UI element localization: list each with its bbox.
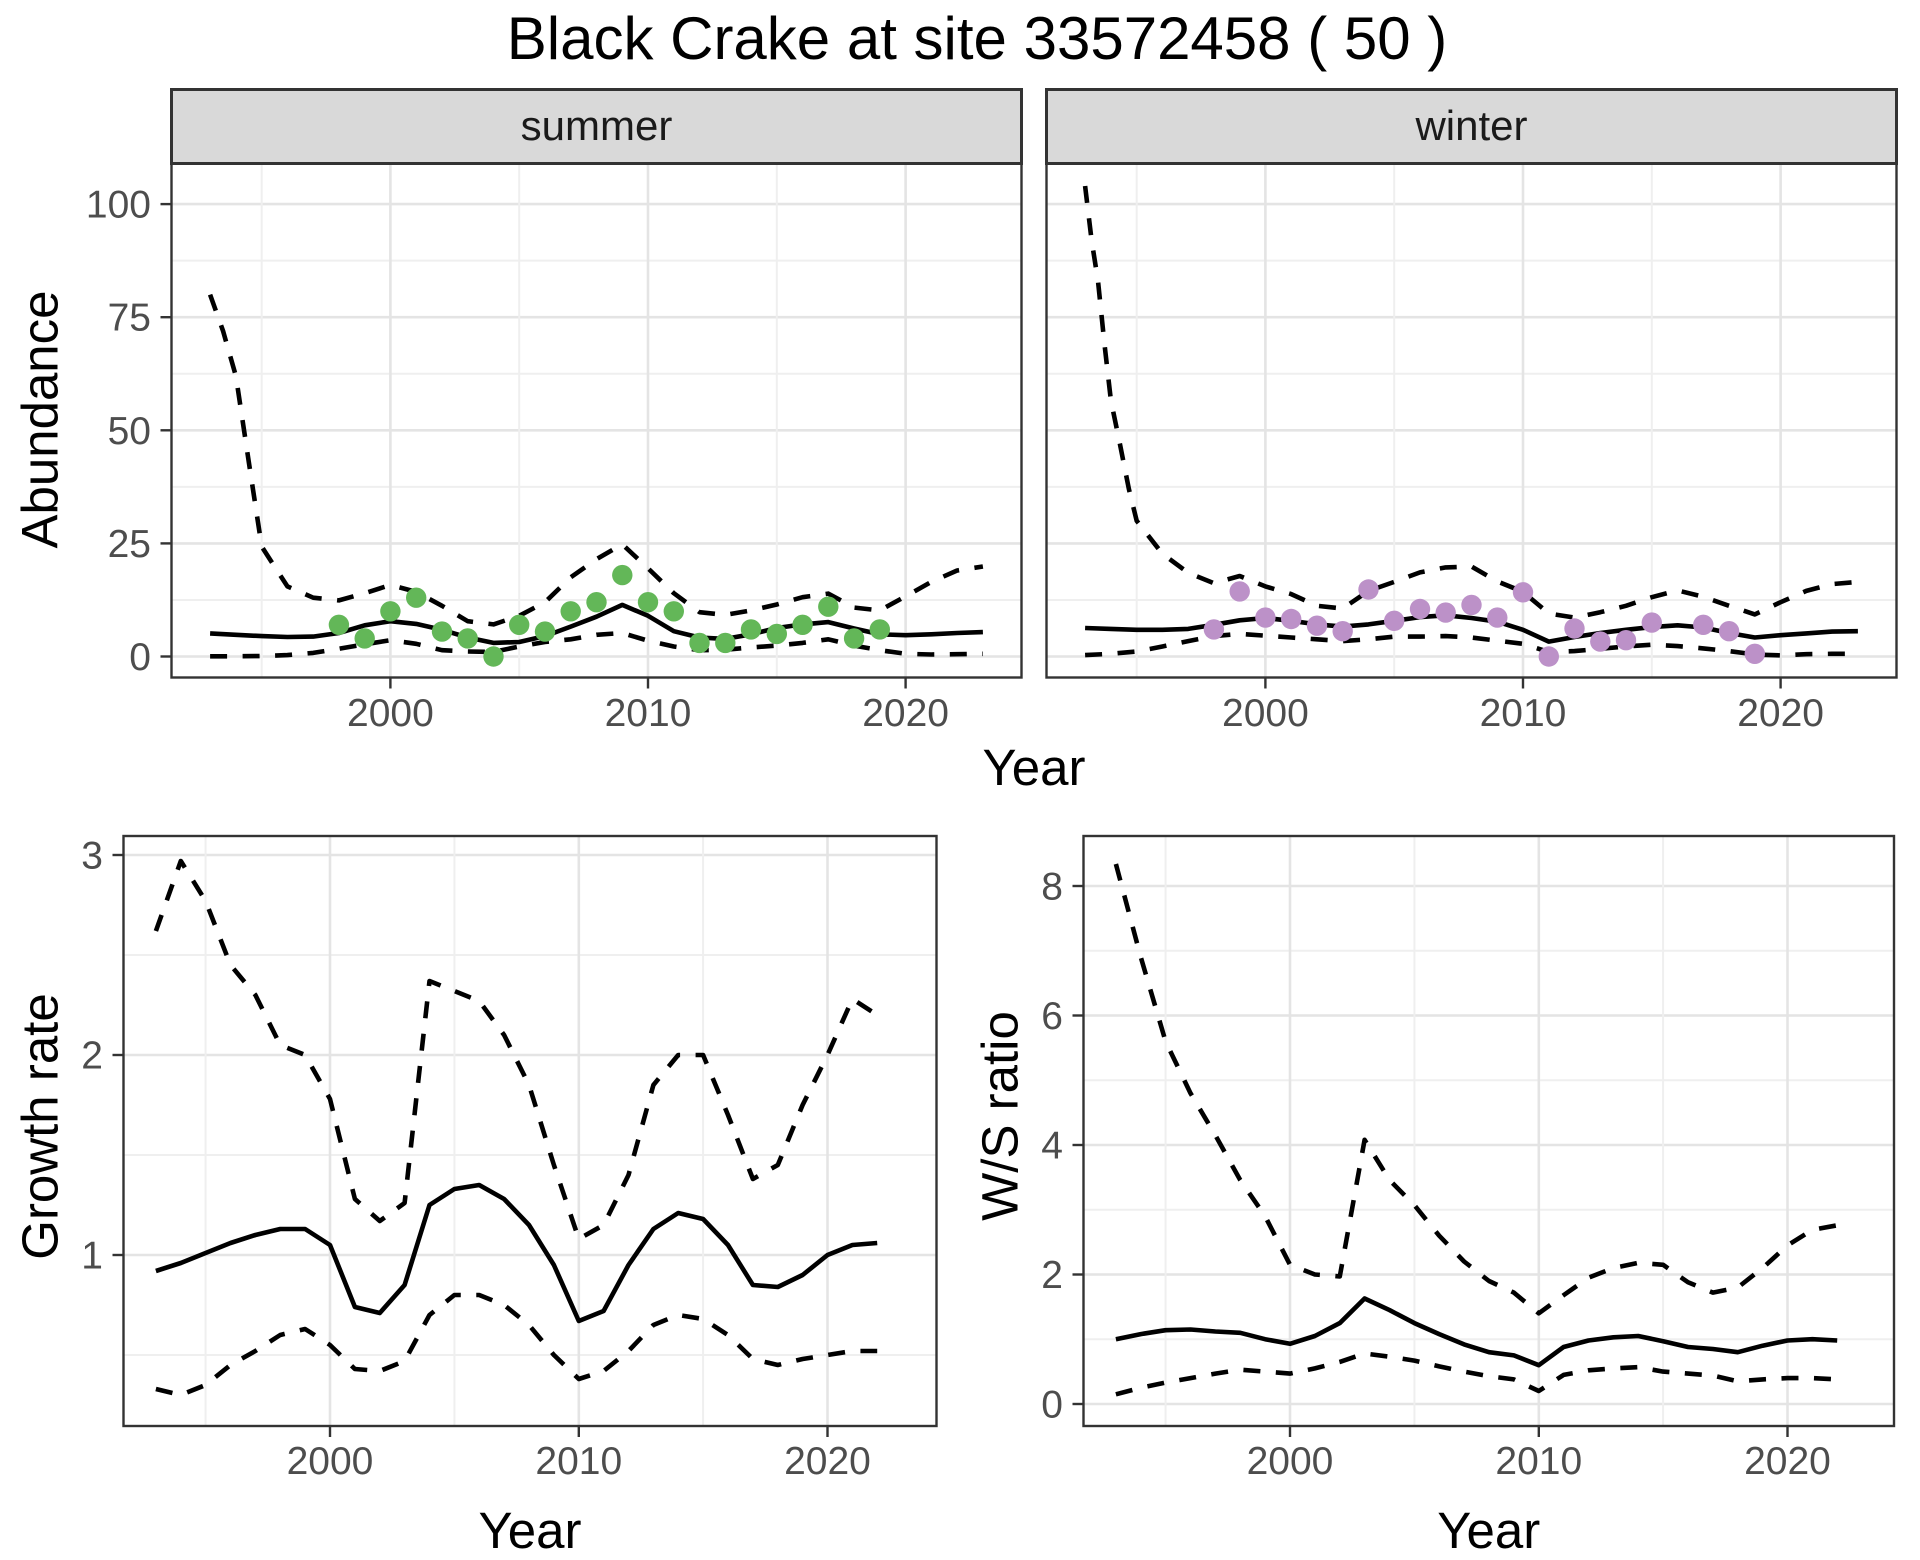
svg-text:8: 8: [1041, 866, 1063, 909]
svg-text:2: 2: [81, 1035, 103, 1078]
svg-text:winter: winter: [1414, 102, 1527, 149]
svg-text:25: 25: [108, 523, 151, 566]
svg-text:2020: 2020: [1744, 1440, 1831, 1483]
svg-text:4: 4: [1041, 1125, 1063, 1168]
svg-text:Black Crake at site 33572458 (: Black Crake at site 33572458 ( 50 ): [507, 5, 1448, 72]
svg-text:2000: 2000: [287, 1440, 374, 1483]
svg-text:3: 3: [81, 835, 103, 878]
svg-text:summer: summer: [521, 102, 673, 149]
svg-text:6: 6: [1041, 995, 1063, 1038]
svg-text:2000: 2000: [1222, 692, 1309, 735]
svg-text:Year: Year: [982, 739, 1085, 796]
svg-text:2020: 2020: [1737, 692, 1824, 735]
svg-text:2000: 2000: [1247, 1440, 1334, 1483]
svg-text:2000: 2000: [347, 692, 434, 735]
svg-text:2010: 2010: [1480, 692, 1567, 735]
svg-text:2010: 2010: [535, 1440, 622, 1483]
svg-text:2020: 2020: [862, 692, 949, 735]
svg-text:2010: 2010: [605, 692, 692, 735]
svg-text:Abundance: Abundance: [12, 290, 69, 548]
svg-text:2: 2: [1041, 1254, 1063, 1297]
svg-text:W/S ratio: W/S ratio: [972, 1011, 1029, 1221]
svg-text:0: 0: [1041, 1384, 1063, 1427]
svg-text:0: 0: [129, 636, 151, 679]
svg-text:1: 1: [81, 1235, 103, 1278]
svg-text:Year: Year: [1437, 1502, 1540, 1559]
svg-text:Year: Year: [478, 1502, 581, 1559]
svg-text:2010: 2010: [1495, 1440, 1582, 1483]
svg-text:2020: 2020: [784, 1440, 871, 1483]
svg-text:Growth rate: Growth rate: [12, 993, 69, 1259]
svg-text:50: 50: [108, 410, 151, 453]
svg-text:100: 100: [86, 184, 151, 227]
svg-text:75: 75: [108, 297, 151, 340]
